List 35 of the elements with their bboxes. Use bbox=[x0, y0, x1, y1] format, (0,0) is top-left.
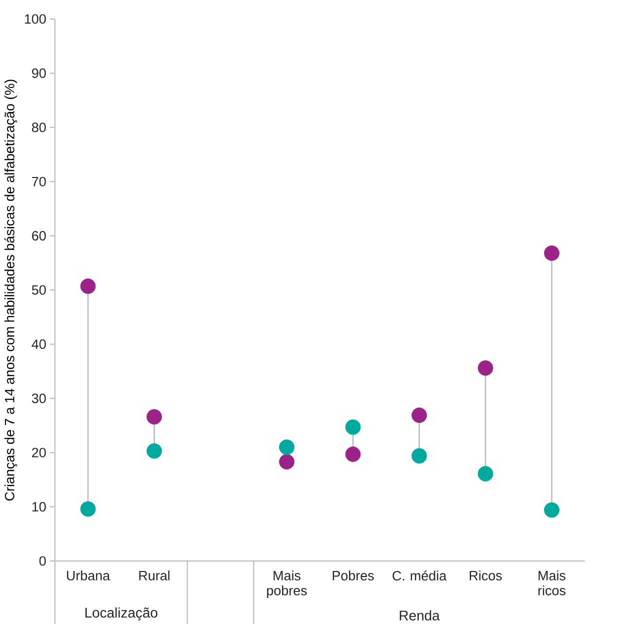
point bbox=[279, 454, 294, 470]
y-tick-label: 70 bbox=[32, 176, 46, 186]
y-tick-label: 20 bbox=[32, 448, 46, 458]
y-tick-label: 90 bbox=[32, 68, 46, 78]
y-tick-label: 100 bbox=[24, 14, 46, 24]
text: Renda bbox=[400, 610, 440, 620]
point bbox=[80, 278, 96, 294]
y-tick-label: 80 bbox=[32, 122, 46, 132]
point bbox=[412, 407, 427, 423]
point bbox=[345, 419, 361, 435]
point bbox=[146, 443, 162, 459]
text: Localização bbox=[85, 607, 158, 620]
y-tick-label: 0 bbox=[39, 556, 46, 566]
x-tick-label: Ricos bbox=[470, 570, 502, 580]
x-tick-label: Urbana bbox=[66, 570, 110, 580]
y-tick-label: 50 bbox=[32, 285, 46, 295]
point bbox=[80, 501, 96, 517]
x-tick-label: Mais pobres bbox=[267, 570, 307, 598]
point bbox=[478, 466, 494, 482]
x-tick-label: Pobres bbox=[332, 570, 374, 580]
y-tick-label: 40 bbox=[32, 339, 46, 349]
y-tick-label: 10 bbox=[32, 502, 46, 512]
y-tick-label: 30 bbox=[32, 394, 46, 404]
x-tick-label: C. média bbox=[392, 570, 447, 581]
point bbox=[544, 245, 560, 261]
point bbox=[279, 439, 294, 455]
point bbox=[544, 502, 560, 518]
y-tick-label: 60 bbox=[32, 231, 46, 241]
x-tick-label: Mais ricos bbox=[538, 570, 566, 596]
point bbox=[412, 448, 427, 464]
x-tick-label: Rural bbox=[139, 570, 170, 580]
point bbox=[345, 446, 361, 462]
y-axis-title: Crianças de 7 a 14 anos com habilidades básicas de alfabetização (%) bbox=[4, 80, 18, 501]
point bbox=[146, 409, 162, 425]
point bbox=[478, 360, 494, 376]
